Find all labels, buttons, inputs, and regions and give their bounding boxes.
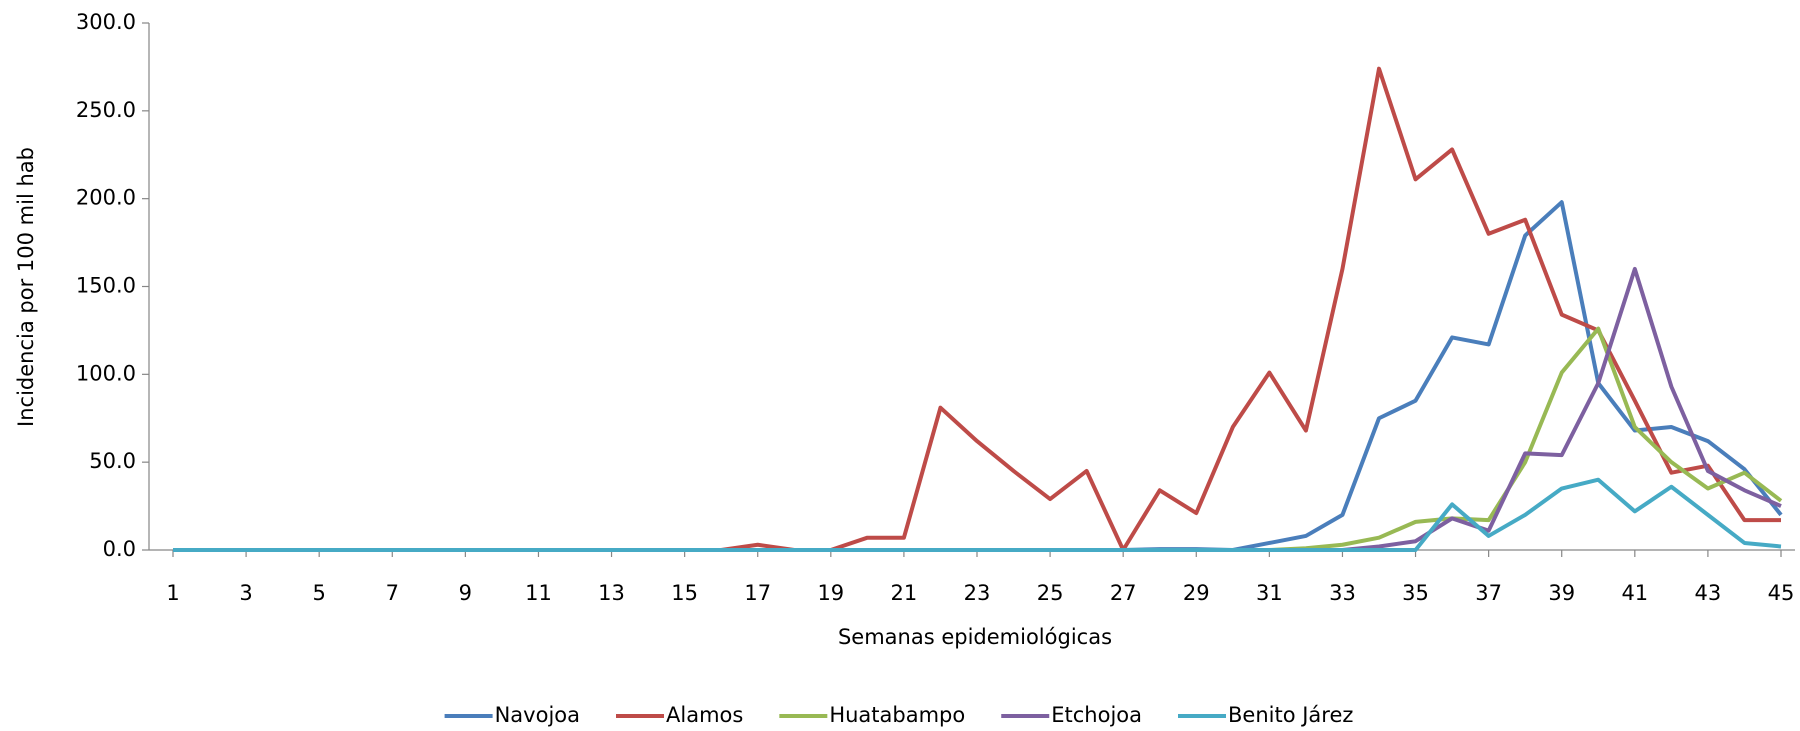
- y-tick-label: 50.0: [89, 449, 136, 473]
- x-tick-label: 45: [1768, 581, 1795, 605]
- x-tick-label: 43: [1695, 581, 1722, 605]
- legend-label: Etchojoa: [1051, 703, 1142, 727]
- y-tick-label: 250.0: [76, 98, 136, 122]
- x-tick-label: 27: [1110, 581, 1137, 605]
- x-tick-label: 29: [1183, 581, 1210, 605]
- y-axis-title: Incidencia por 100 mil hab: [14, 147, 38, 427]
- x-tick-label: 1: [166, 581, 179, 605]
- series-line: [173, 477, 1782, 552]
- legend-label: Navojoa: [495, 703, 580, 727]
- x-tick-label: 35: [1402, 581, 1429, 605]
- x-tick-label: 37: [1475, 581, 1502, 605]
- x-tick-label: 9: [459, 581, 472, 605]
- y-tick-label: 150.0: [76, 274, 136, 298]
- x-tick-label: 39: [1548, 581, 1575, 605]
- y-tick-label: 200.0: [76, 186, 136, 210]
- legend-label: Benito Járez: [1228, 703, 1353, 727]
- y-tick-label: 100.0: [76, 361, 136, 385]
- x-tick-label: 5: [312, 581, 325, 605]
- x-tick-label: 33: [1329, 581, 1356, 605]
- x-tick-label: 11: [525, 581, 552, 605]
- x-tick-label: 19: [817, 581, 844, 605]
- x-tick-label: 3: [239, 581, 252, 605]
- legend-label: Huatabampo: [829, 703, 965, 727]
- x-axis-title: Semanas epidemiológicas: [838, 625, 1112, 649]
- x-tick-label: 21: [891, 581, 918, 605]
- x-tick-label: 7: [386, 581, 399, 605]
- x-tick-label: 23: [964, 581, 991, 605]
- y-tick-label: 300.0: [76, 10, 136, 34]
- x-tick-label: 31: [1256, 581, 1283, 605]
- x-tick-label: 25: [1037, 581, 1064, 605]
- x-tick-label: 13: [598, 581, 625, 605]
- series-line: [173, 266, 1782, 552]
- x-tick-label: 41: [1621, 581, 1648, 605]
- series-line: [173, 66, 1781, 552]
- x-tick-label: 17: [744, 581, 771, 605]
- legend-label: Alamos: [666, 703, 743, 727]
- x-tick-label: 15: [671, 581, 698, 605]
- y-tick-label: 0.0: [103, 537, 136, 561]
